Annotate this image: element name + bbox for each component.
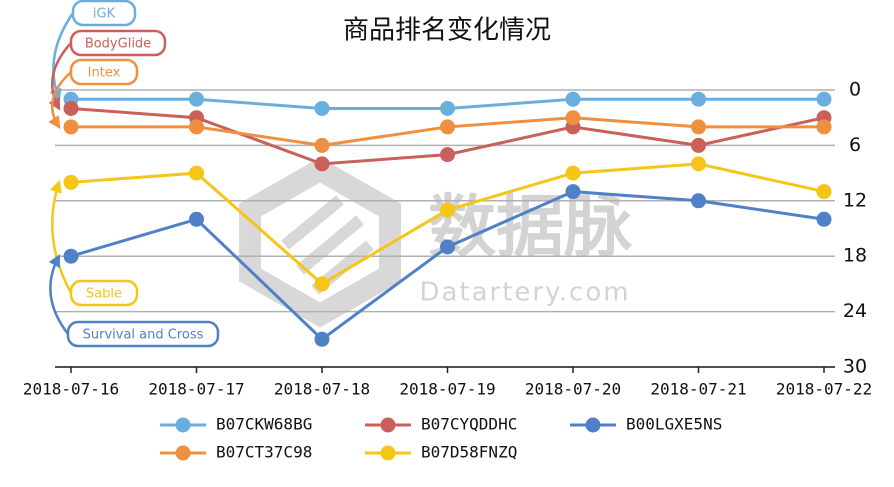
annotation-box (69, 29, 167, 57)
annotation-text: iGK (93, 7, 116, 22)
x-tick-label: 2018-07-19 (399, 380, 495, 399)
annotation-arrow (49, 179, 73, 294)
point (565, 184, 581, 200)
point (691, 156, 706, 172)
point (440, 202, 455, 218)
annotation-box (69, 279, 139, 307)
point (565, 91, 581, 107)
y-tick-label: 30 (843, 356, 867, 378)
annotation-box (66, 320, 220, 348)
chart-title: 商品排名变化情况 (343, 16, 551, 46)
x-tick-label: 2018-07-20 (525, 380, 621, 399)
x-tick-label: 2018-07-18 (274, 380, 370, 399)
point (691, 119, 706, 135)
y-tick-label: 0 (849, 79, 861, 101)
point (189, 211, 204, 227)
y-tick-label: 24 (843, 300, 867, 322)
point (440, 239, 455, 255)
point (63, 174, 79, 190)
annotation-arrow (48, 42, 72, 111)
annotation-text: BodyGlide (85, 37, 151, 52)
legend-marker (585, 417, 601, 433)
legend-label: B07CKW68BG (216, 415, 312, 434)
point (63, 248, 79, 264)
point (816, 91, 832, 107)
y-tick-label: 12 (843, 189, 867, 211)
legend-label: B07CYQDDHC (421, 415, 517, 434)
annotation-box (69, 58, 139, 86)
watermark-subtitle: Datartery.com (419, 278, 630, 308)
watermark: 数据脉 Datartery.com (239, 157, 633, 328)
legend-label: B07D58FNZQ (421, 443, 517, 462)
annotation-text: Intex (88, 66, 121, 81)
point (63, 100, 79, 116)
y-tick-label: 18 (843, 245, 867, 267)
point (440, 119, 455, 135)
point (189, 165, 204, 181)
point (189, 119, 204, 135)
watermark-logo (239, 157, 401, 328)
point (565, 165, 581, 181)
legend-marker (175, 445, 191, 461)
legend-marker (380, 417, 396, 433)
point (691, 193, 706, 209)
point (816, 184, 832, 200)
annotation-text: Survival and Cross (83, 328, 204, 343)
point (816, 119, 832, 135)
point (440, 100, 455, 116)
point (816, 211, 832, 227)
x-tick-label: 2018-07-21 (650, 380, 746, 399)
point (314, 331, 330, 347)
point (189, 91, 204, 107)
annotation-arrow (49, 12, 75, 102)
legend-marker (380, 445, 396, 461)
x-tick-label: 2018-07-16 (23, 380, 119, 399)
annotation-arrow (48, 71, 72, 130)
watermark-logo-stripes (281, 195, 374, 295)
point (314, 156, 330, 172)
point (691, 91, 706, 107)
point (565, 110, 581, 126)
point (691, 137, 706, 153)
point (314, 276, 330, 292)
legend-label: B07CT37C98 (216, 443, 312, 462)
annotation-arrow (48, 253, 69, 335)
watermark-title: 数据脉 (428, 189, 633, 268)
point (63, 119, 79, 135)
x-tick-label: 2018-07-22 (776, 380, 872, 399)
legend-marker (175, 417, 191, 433)
point (440, 147, 455, 163)
point (314, 137, 330, 153)
annotation-text: Sable (86, 287, 122, 302)
x-tick-label: 2018-07-17 (148, 380, 244, 399)
y-tick-label: 6 (849, 134, 861, 156)
annotation-box (71, 0, 137, 27)
legend-label: B00LGXE5NS (626, 415, 722, 434)
point (314, 100, 330, 116)
